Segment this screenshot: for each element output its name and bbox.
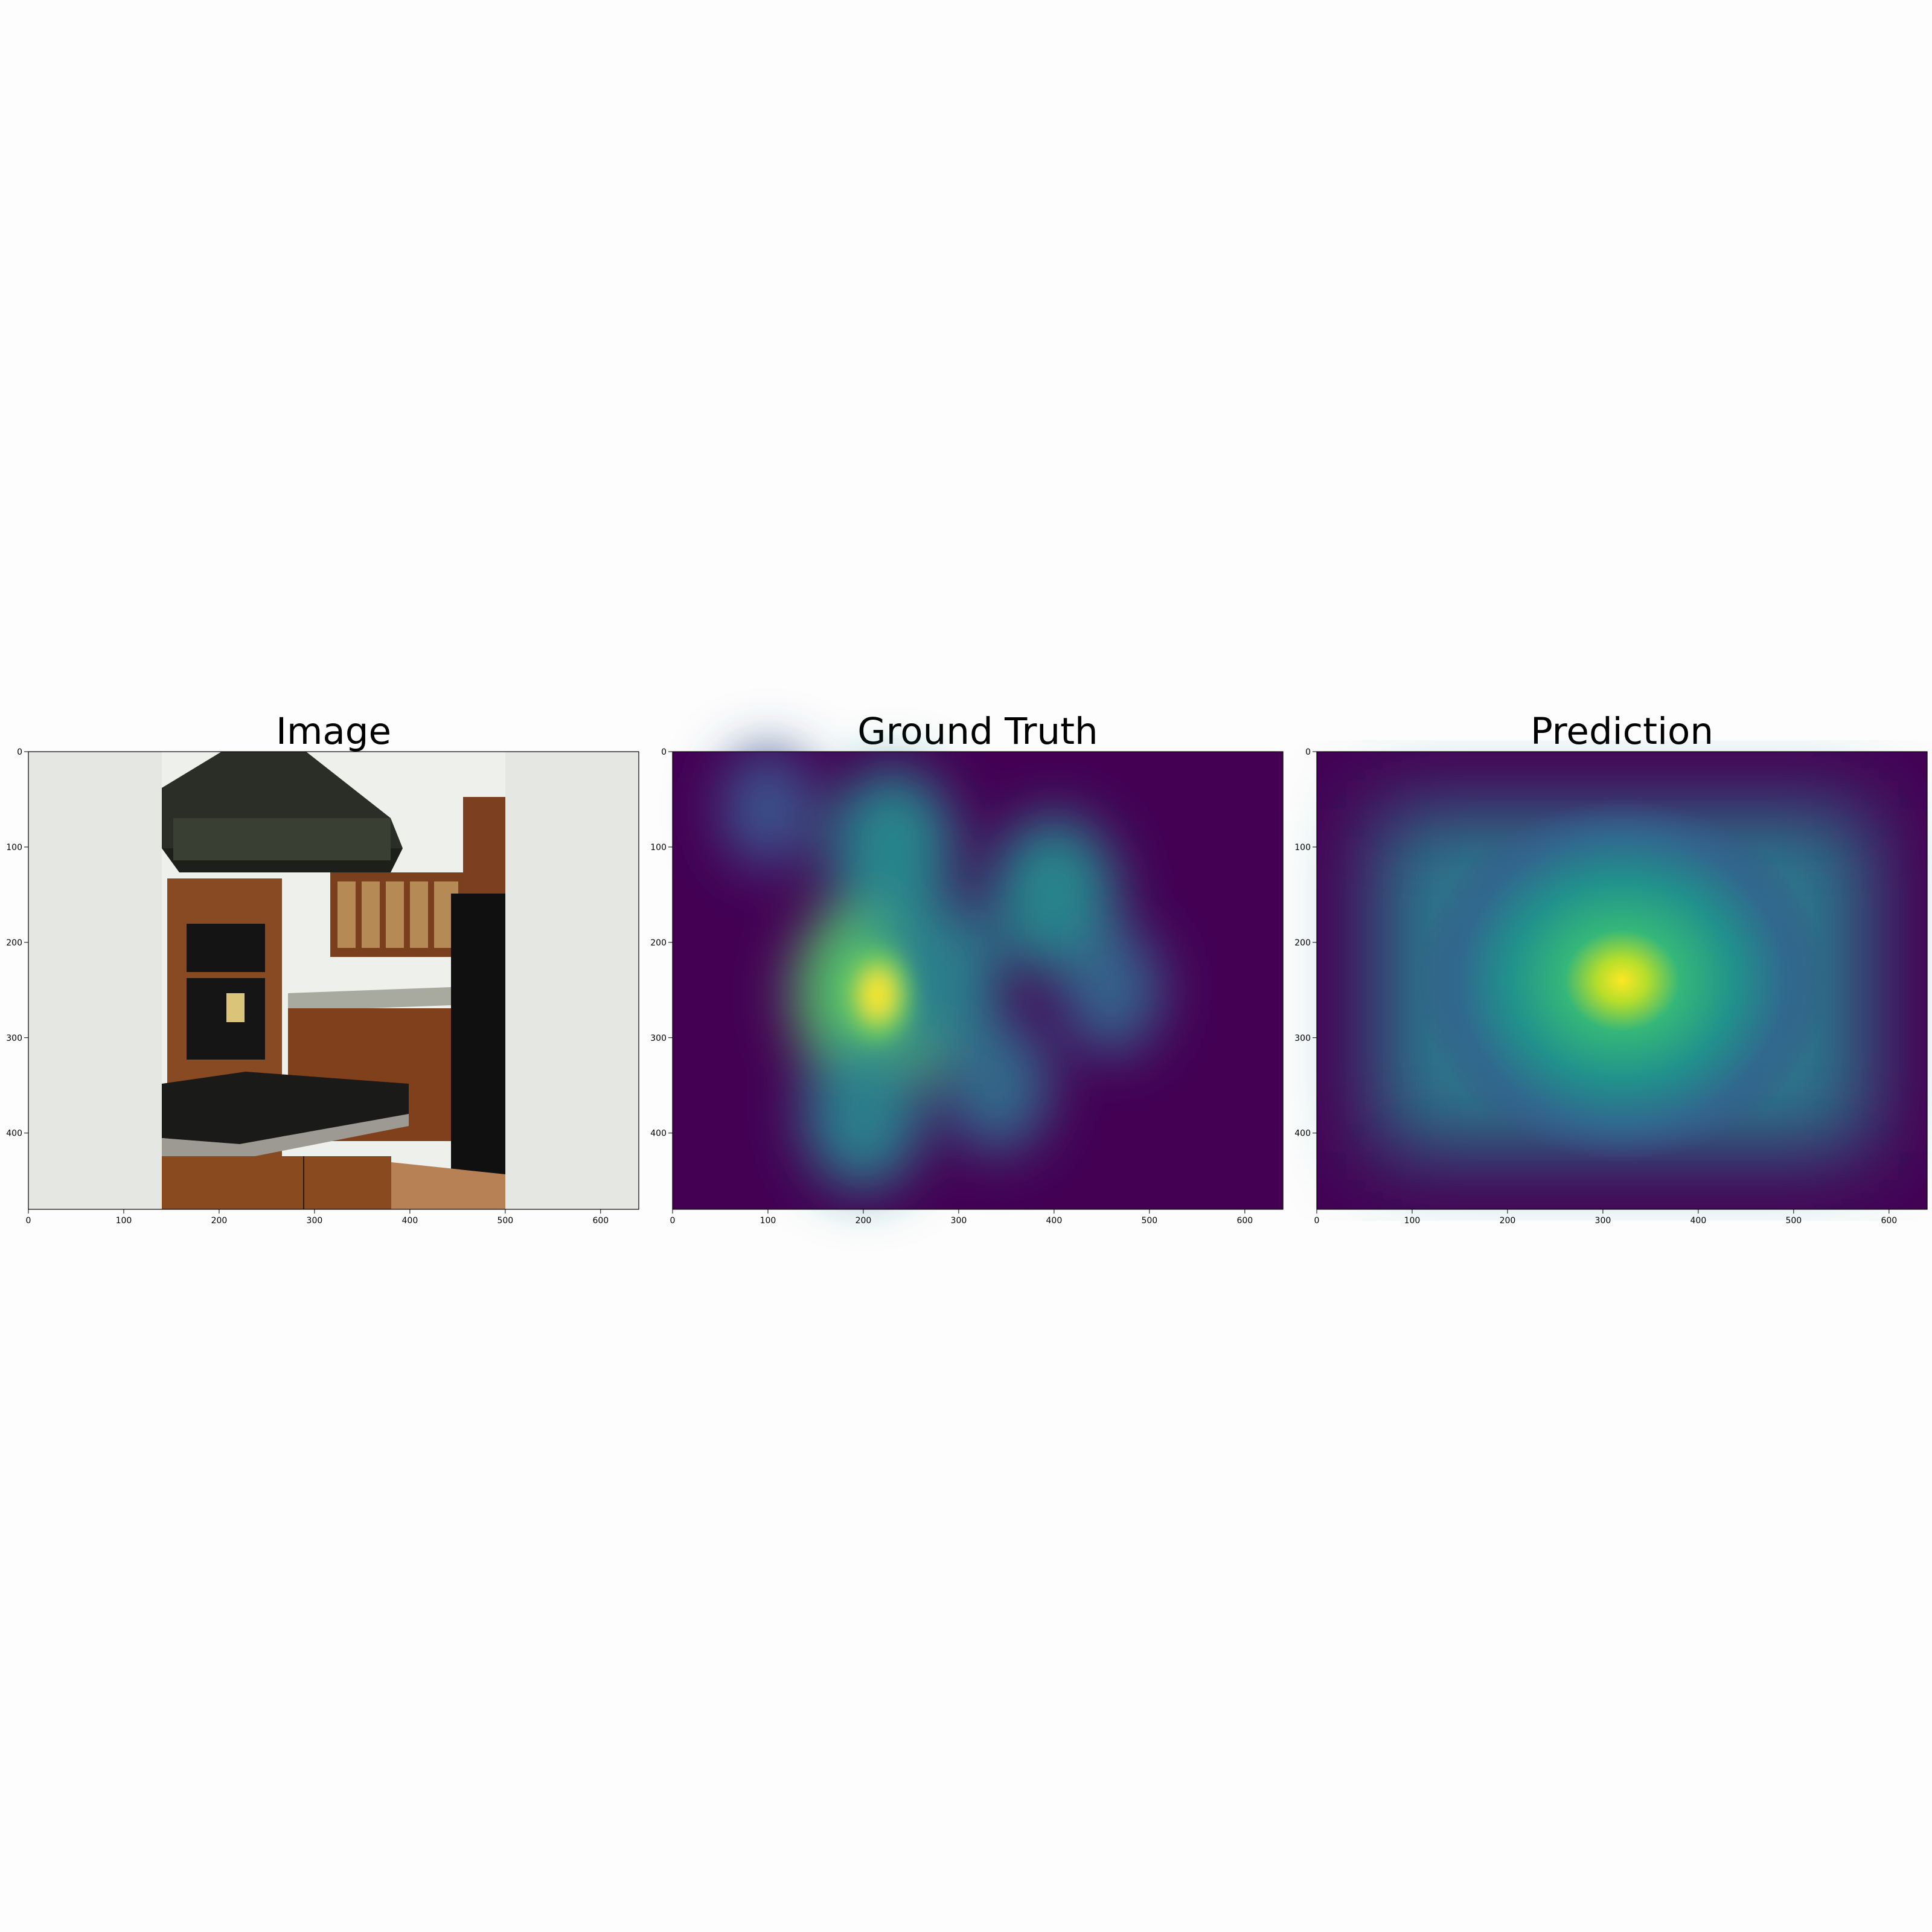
- microwave: [187, 924, 265, 972]
- ground-truth-peak-core: [862, 970, 894, 1019]
- counter-top: [288, 987, 451, 1011]
- y-tick-label: 100: [6, 843, 22, 852]
- upper-cabinet-glass-4: [410, 881, 428, 948]
- image-panel: Image: [0, 700, 652, 1244]
- image-axes: 0 100 200 300 400 500 600 0 100 200 300 400: [6, 747, 639, 1226]
- ground-truth-hotspot: [879, 900, 1000, 1052]
- x-tick-label: 500: [1785, 1216, 1802, 1226]
- axes-frame: [672, 751, 1284, 1210]
- axes-frame: [1316, 751, 1928, 1210]
- y-tick-label: 200: [6, 938, 22, 948]
- y-tick-label: 0: [1305, 747, 1311, 757]
- ground-truth-hotspot: [991, 816, 1117, 973]
- x-tick-label: 300: [307, 1216, 323, 1226]
- prediction-axes: 0 100 200 300 400 500 600 0 100 200 300 400: [1294, 747, 1928, 1226]
- kitchen-photo: [162, 752, 505, 1209]
- x-tick-label: 500: [497, 1216, 513, 1226]
- hood-underside: [173, 818, 391, 860]
- ground-truth-diffuse-layer: [721, 749, 1162, 1190]
- panel-title-ground-truth: Ground Truth: [857, 710, 1098, 753]
- x-tick-label: 400: [1690, 1216, 1707, 1226]
- ground-truth-hotspot: [1060, 925, 1162, 1055]
- y-tick-label: 100: [650, 843, 667, 852]
- ground-truth-hotspot: [829, 769, 955, 926]
- prediction-hotspot: [1416, 799, 1828, 1162]
- x-tick-label: 100: [1404, 1216, 1421, 1226]
- x-tick-label: 200: [211, 1216, 228, 1226]
- x-tick-label: 600: [1881, 1216, 1897, 1226]
- y-tick-label: 400: [6, 1129, 22, 1139]
- image-svg: 0 100 200 300 400 500 600 0 100 200 300 400: [6, 747, 639, 1226]
- x-tick-label: 300: [951, 1216, 967, 1226]
- refrigerator: [451, 894, 505, 1189]
- wall-oven: [187, 978, 265, 1060]
- upper-cabinet-glass-2: [362, 881, 380, 948]
- x-tick-label: 200: [856, 1216, 872, 1226]
- y-tick-label: 400: [1294, 1129, 1311, 1139]
- x-tick-label: 400: [402, 1216, 418, 1226]
- ground-truth-hotspot: [944, 1018, 1051, 1153]
- y-tick-label: 0: [17, 747, 22, 757]
- y-tick-label: 200: [650, 938, 667, 948]
- upper-cabinet-glass-1: [337, 881, 356, 948]
- x-tick-label: 500: [1141, 1216, 1157, 1226]
- prediction-heatmap: [1374, 799, 1870, 1162]
- ground-truth-hotspot: [721, 749, 814, 868]
- ground-truth-panel: Ground Truth 0 100 200 300 400 500 600 0 100 200 3…: [644, 700, 1296, 1244]
- x-tick-label: 200: [1500, 1216, 1516, 1226]
- x-tick-label: 0: [670, 1216, 676, 1226]
- y-tick-label: 300: [1294, 1034, 1311, 1043]
- x-tick-label: 600: [1236, 1216, 1253, 1226]
- panel-title-prediction: Prediction: [1530, 710, 1714, 753]
- ground-truth-heatmap: [721, 749, 1162, 1190]
- x-tick-label: 100: [760, 1216, 776, 1226]
- y-tick-label: 400: [650, 1129, 667, 1139]
- prediction-panel: Prediction 0 100 200 300 400 500 600 0 100 200 300…: [1288, 700, 1932, 1244]
- x-tick-label: 300: [1595, 1216, 1611, 1226]
- y-tick-label: 300: [6, 1034, 22, 1043]
- y-tick-label: 200: [1294, 938, 1311, 948]
- ground-truth-peak-layer: [844, 949, 911, 1040]
- ground-truth-svg: 0 100 200 300 400 500 600 0 100 200 300 400: [650, 747, 1284, 1226]
- tall-cabinet: [463, 797, 505, 900]
- x-tick-label: 400: [1046, 1216, 1063, 1226]
- x-tick-label: 0: [1314, 1216, 1320, 1226]
- island-counter-edge: [162, 1114, 409, 1159]
- x-tick-label: 0: [26, 1216, 31, 1226]
- ground-truth-hotspot: [802, 1038, 924, 1190]
- image-plot-area: 0 100 200 300 400 500 600 0 100 200 300 400: [6, 747, 639, 1226]
- island-base: [162, 1156, 391, 1209]
- x-tick-label: 100: [116, 1216, 132, 1226]
- y-tick-label: 300: [650, 1034, 667, 1043]
- upper-cabinet-glass-3: [386, 881, 404, 948]
- ground-truth-plot-area: 0 100 200 300 400 500 600 0 100 200 300 400: [650, 747, 1284, 1226]
- prediction-plot-area: 0 100 200 300 400 500 600 0 100 200 300 400: [1294, 747, 1928, 1226]
- ground-truth-axes: 0 100 200 300 400 500 600 0 100 200 300 400: [650, 747, 1284, 1226]
- panel-title-image: Image: [275, 710, 392, 753]
- wood-floor: [391, 1162, 505, 1209]
- y-tick-label: 0: [661, 747, 667, 757]
- prediction-svg: 0 100 200 300 400 500 600 0 100 200 300 400: [1294, 747, 1928, 1226]
- x-tick-label: 600: [592, 1216, 609, 1226]
- oven-towel: [226, 993, 245, 1022]
- island-cooktop: [162, 1072, 409, 1144]
- axes-frame: [28, 751, 639, 1210]
- y-tick-label: 100: [1294, 843, 1311, 852]
